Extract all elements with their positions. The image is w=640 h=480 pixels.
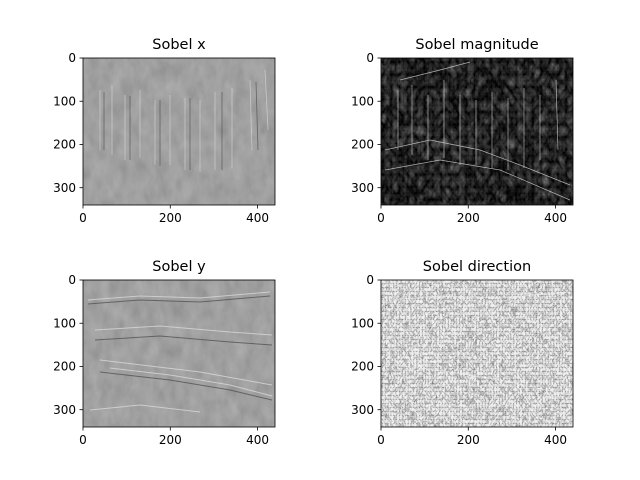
y-axis: 0 100 200 300 <box>351 51 381 195</box>
panel-title: Sobel x <box>152 37 206 53</box>
x-tick-label: 400 <box>246 211 269 225</box>
y-tick-label: 300 <box>53 181 76 195</box>
image-sobel-x <box>83 58 275 205</box>
axes-frame <box>380 57 574 206</box>
x-tick-label: 400 <box>544 433 567 447</box>
y-tick-label: 300 <box>53 403 76 417</box>
y-tick-label: 200 <box>53 360 76 374</box>
x-tick-label: 0 <box>377 211 385 225</box>
image-sobel-direction <box>381 280 573 427</box>
y-tick-label: 300 <box>351 181 374 195</box>
panel-title: Sobel magnitude <box>415 37 538 53</box>
x-tick-label: 400 <box>246 433 269 447</box>
panel-title: Sobel direction <box>423 259 531 275</box>
x-tick-label: 0 <box>79 211 87 225</box>
x-tick-label: 0 <box>377 433 385 447</box>
panel-sobel-x: Sobel x 0 200 400 0 100 200 300 <box>53 37 276 225</box>
x-axis: 0 200 400 <box>79 427 269 447</box>
image-sobel-y <box>83 280 275 427</box>
y-tick-label: 100 <box>351 94 374 108</box>
y-tick-label: 300 <box>351 403 374 417</box>
panel-sobel-magnitude: Sobel magnitude 0 200 400 0 100 200 300 <box>351 37 574 225</box>
x-tick-label: 0 <box>79 433 87 447</box>
x-axis: 0 200 400 <box>377 205 567 225</box>
x-axis: 0 200 400 <box>377 427 567 447</box>
y-axis: 0 100 200 300 <box>53 51 83 195</box>
y-tick-label: 100 <box>53 316 76 330</box>
y-tick-label: 0 <box>366 51 374 65</box>
axes-frame <box>380 279 574 428</box>
y-tick-label: 0 <box>366 273 374 287</box>
x-tick-label: 200 <box>159 211 182 225</box>
x-axis: 0 200 400 <box>79 205 269 225</box>
y-axis: 0 100 200 300 <box>351 273 381 417</box>
panel-sobel-direction: Sobel direction 0 200 400 0 100 200 300 <box>351 259 574 447</box>
axes-frame <box>82 57 276 206</box>
y-tick-label: 100 <box>53 94 76 108</box>
image-sobel-magnitude <box>381 58 573 205</box>
axes-frame <box>82 279 276 428</box>
y-tick-label: 0 <box>68 273 76 287</box>
panel-title: Sobel y <box>152 259 206 275</box>
y-axis: 0 100 200 300 <box>53 273 83 417</box>
x-tick-label: 200 <box>457 211 480 225</box>
x-tick-label: 200 <box>457 433 480 447</box>
panel-sobel-y: Sobel y 0 200 400 0 100 200 300 <box>53 259 276 447</box>
y-tick-label: 100 <box>351 316 374 330</box>
x-tick-label: 400 <box>544 211 567 225</box>
y-tick-label: 0 <box>68 51 76 65</box>
x-tick-label: 200 <box>159 433 182 447</box>
y-tick-label: 200 <box>351 360 374 374</box>
y-tick-label: 200 <box>351 138 374 152</box>
y-tick-label: 200 <box>53 138 76 152</box>
